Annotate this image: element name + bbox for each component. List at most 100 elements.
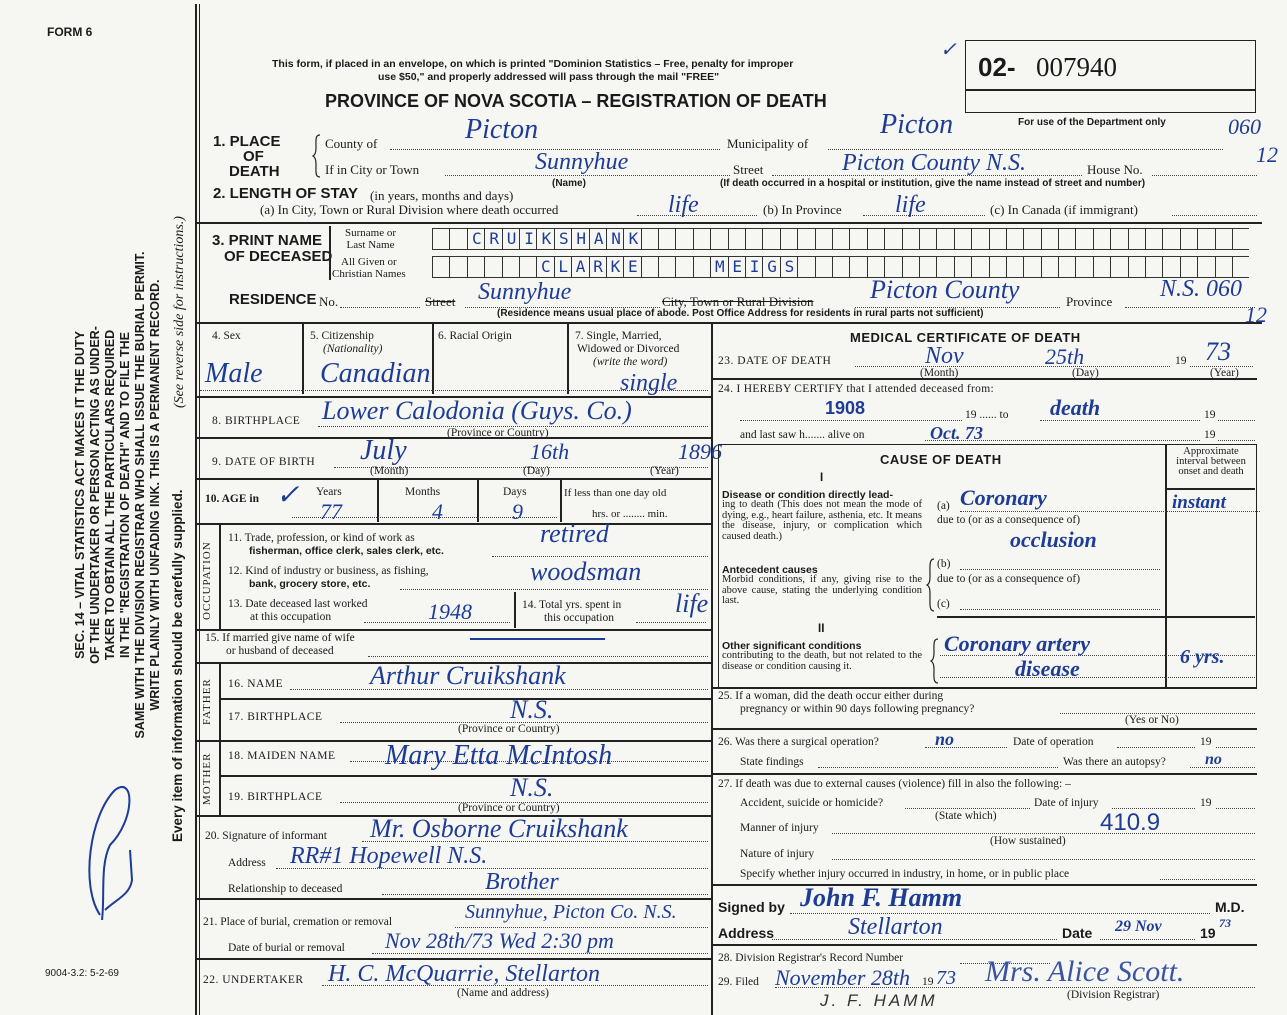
dotted-line [940, 655, 1255, 656]
q13-label: at this occupation [250, 611, 332, 623]
findings-label: State findings [740, 756, 804, 768]
letter-cell [571, 229, 588, 249]
filed-label: 29. Filed [718, 976, 759, 988]
in-province-label: (b) In Province [763, 202, 842, 217]
letter-cell [571, 257, 588, 277]
dotted-line [905, 808, 1030, 809]
dob-year: 1896 [678, 439, 722, 464]
trade-value: retired [540, 519, 609, 548]
accident-label: Accident, suicide or homicide? [740, 797, 884, 809]
burial-date-value: Nov 28th/73 Wed 2:30 pm [385, 928, 614, 953]
letter-cell [1197, 257, 1214, 277]
initial-mark [88, 786, 134, 921]
dotted-line [200, 390, 708, 391]
divider [196, 222, 1262, 224]
in-province-value: life [895, 192, 926, 218]
divider [196, 396, 711, 398]
day-label: (Day) [1072, 367, 1099, 379]
reverse-note: (See reverse side for instructions.) [172, 216, 187, 408]
street-value: Picton County N.S. [842, 150, 1026, 176]
municipality-label: Municipality of [727, 136, 809, 151]
c-label: (c) [937, 598, 950, 610]
dotted-line [960, 609, 1160, 610]
given-name-2: MEIGS [715, 257, 803, 276]
letter-cell [1127, 229, 1145, 249]
label: All Given or [341, 256, 397, 268]
record-number-label: 28. Division Registrar's Record Number [718, 952, 904, 964]
q13-label: 13. Date deceased last worked [228, 598, 368, 610]
label: Christian Names [332, 268, 406, 280]
cause-a-line-2: occlusion [1010, 527, 1097, 552]
undertaker-note: (Name and address) [457, 987, 549, 999]
letter-cell [1075, 257, 1092, 277]
other-label: Other significant conditions [722, 640, 862, 652]
letter-cell [797, 257, 814, 277]
given-names-label: All Given or Christian Names [332, 256, 406, 280]
dod-day: 25th [1045, 344, 1085, 369]
letter-cell [762, 229, 779, 249]
dotted-line [1172, 215, 1257, 216]
dotted-line [400, 589, 708, 590]
letter-cell [518, 257, 536, 277]
to-label: 19 ...... to [965, 409, 1009, 421]
informant-address: RR#1 Hopewell N.S. [290, 843, 488, 869]
dept-code: 12 [1256, 142, 1278, 167]
letter-cell [518, 229, 536, 249]
print-name-label: 3. PRINT NAME OF DECEASED [212, 233, 332, 265]
letter-cell [1179, 229, 1197, 249]
cause-a-line-1: Coronary [960, 485, 1047, 510]
county-value: Picton [465, 114, 539, 145]
letter-cell [1092, 229, 1110, 249]
birthplace-value: Lower Calodonia (Guys. Co.) [322, 396, 632, 425]
month-label: (Month) [920, 367, 959, 379]
divider [514, 592, 516, 628]
brace [930, 638, 939, 684]
divider [712, 944, 1257, 946]
letter-cell [901, 229, 919, 249]
dotted-line [350, 761, 708, 762]
attended-from: 1908 [825, 398, 866, 418]
letter-cell [849, 257, 866, 277]
residence-label: RESIDENCE [229, 291, 317, 308]
informant-signature-label: 20. Signature of informant [205, 830, 328, 842]
registration-number-box: 02- 007940 [965, 40, 1256, 113]
sex-value: Male [205, 358, 263, 389]
dotted-line [340, 307, 420, 308]
interval-other: 6 yrs. [1180, 646, 1225, 668]
date-of-death-label: 23. DATE OF DEATH [718, 355, 832, 367]
city-value: Sunnyhue [535, 149, 629, 175]
a-label: (a) [937, 500, 950, 512]
letter-cell [484, 229, 501, 249]
dotted-line [832, 833, 1255, 834]
industry-value: woodsman [530, 557, 642, 586]
letter-cell [1110, 257, 1127, 277]
divider [219, 698, 711, 700]
letter-cell [501, 257, 519, 277]
signature-date: 29 Nov [1115, 918, 1162, 935]
divider [377, 478, 379, 522]
informant-signature: Mr. Osborne Cruikshank [370, 814, 628, 843]
dotted-line [636, 622, 706, 623]
q12-label: 12. Kind of industry or business, as fis… [228, 565, 429, 577]
letter-cell [814, 257, 832, 277]
year-prefix: 19 [1204, 409, 1216, 421]
letter-cell [1214, 257, 1232, 277]
signature-year: 73 [1219, 916, 1231, 930]
dotted-line [1216, 747, 1255, 748]
surname-letter-grid [432, 228, 1250, 250]
divider [196, 629, 711, 631]
department-note: For use of the Department only [1018, 117, 1166, 128]
residence-code: 12 [1245, 302, 1267, 327]
residence-city-value: Picton County [870, 275, 1020, 304]
marital-label: 7. Single, Married, [575, 330, 662, 342]
letter-cell [588, 257, 606, 277]
divider [937, 616, 1255, 618]
certify-label: 24. I HEREBY CERTIFY that I attended dec… [718, 383, 994, 395]
divider [1165, 488, 1255, 490]
father-birthplace-value: N.S. [510, 695, 554, 724]
city-label: If in City or Town [325, 162, 420, 177]
divider [219, 775, 711, 777]
physician-signature: John F. Hamm [800, 883, 963, 912]
dotted-line [775, 987, 1255, 988]
dotted-line [372, 953, 708, 954]
